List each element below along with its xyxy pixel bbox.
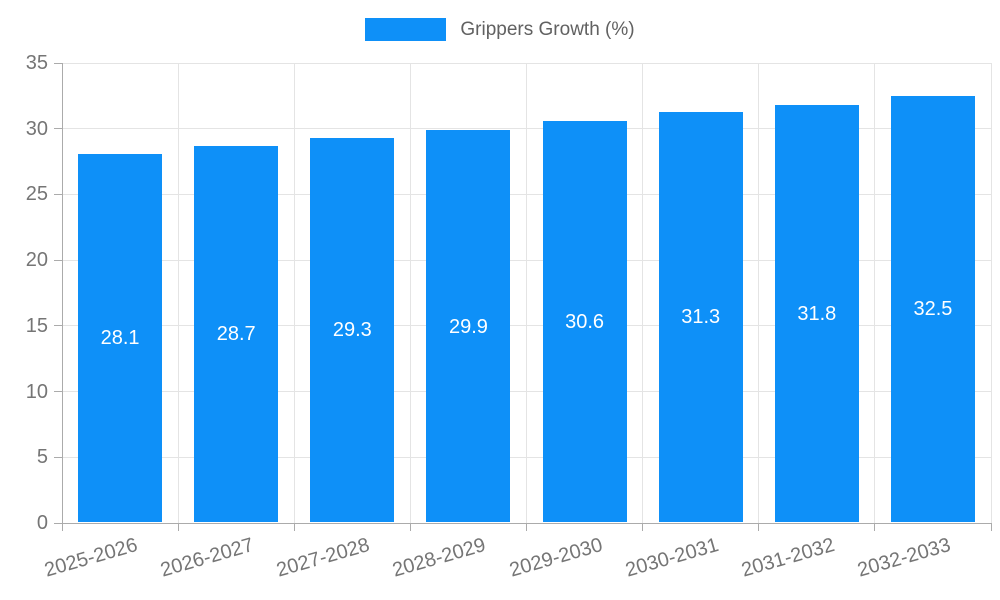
y-axis-tick: [54, 325, 62, 327]
x-axis-tick: [990, 523, 992, 531]
y-tick-label: 35: [25, 52, 48, 74]
y-axis-tick: [54, 522, 62, 524]
x-axis-tick: [293, 523, 295, 531]
y-tick-label: 15: [25, 314, 48, 337]
y-tick-label: 10: [25, 380, 48, 403]
bar[interactable]: [78, 153, 163, 522]
bar[interactable]: [542, 120, 627, 522]
y-tick-label: 30: [25, 117, 48, 140]
y-tick-label: 5: [36, 446, 48, 469]
y-tick-label: 25: [25, 183, 48, 206]
bar-value-label: 32.5: [913, 298, 953, 321]
bar-value-label: 28.1: [100, 327, 140, 350]
bar-value-label: 28.7: [216, 323, 256, 346]
x-axis-line: [62, 522, 991, 524]
bar[interactable]: [890, 95, 975, 522]
bar[interactable]: [658, 111, 743, 522]
x-axis-tick: [61, 523, 63, 531]
bar[interactable]: [194, 145, 279, 522]
x-axis-tick: [526, 523, 527, 531]
chart-legend[interactable]: Grippers Growth (%): [0, 18, 1000, 41]
bar-value-label: 29.9: [448, 315, 488, 338]
bar-value-label: 30.6: [565, 310, 605, 333]
x-axis-tick: [409, 523, 411, 531]
bar-value-label: 31.8: [797, 303, 837, 326]
y-tick-label: 20: [25, 249, 48, 272]
y-axis-line: [61, 63, 63, 523]
bar[interactable]: [426, 130, 511, 522]
x-axis-tick: [758, 523, 760, 531]
bar[interactable]: [310, 137, 395, 522]
x-tick-label: 2032-2033: [854, 534, 954, 582]
x-axis-tick: [874, 523, 876, 531]
y-axis-tick: [54, 193, 62, 195]
bar[interactable]: [774, 105, 859, 522]
y-axis-tick: [54, 391, 62, 393]
y-axis-tick: [54, 62, 62, 64]
legend-label: Grippers Growth (%): [460, 18, 635, 40]
y-axis-tick: [54, 128, 62, 130]
y-tick-label: 0: [36, 512, 48, 534]
bar-value-label: 29.3: [332, 319, 372, 342]
x-axis-tick: [642, 523, 644, 531]
y-axis-tick: [54, 456, 62, 458]
bar-value-label: 31.3: [681, 306, 721, 329]
legend-swatch-icon: [365, 18, 447, 41]
x-axis-tick: [177, 523, 179, 531]
y-axis-tick: [54, 259, 62, 261]
